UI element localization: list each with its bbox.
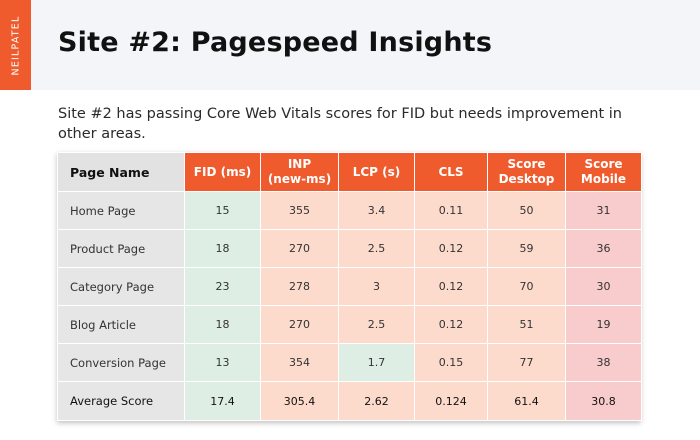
page-title: Site #2: Pagespeed Insights — [58, 27, 493, 58]
cell-cls: 0.11 — [414, 191, 488, 230]
cell-lcp: 3 — [338, 267, 415, 306]
cell-score-mobile: 38 — [565, 343, 642, 382]
cell-inp: 354 — [260, 343, 339, 382]
row-page-name: Category Page — [57, 267, 185, 306]
page-header: NEILPATEL Site #2: Pagespeed Insights — [0, 0, 700, 90]
cell-fid: 17.4 — [184, 381, 261, 421]
cell-score-desktop: 59 — [487, 229, 566, 268]
table-row: Category Page 23 278 3 0.12 70 30 — [57, 267, 642, 306]
pagespeed-table: Page Name FID (ms) INP (new-ms) LCP (s) … — [57, 152, 642, 421]
table-row: Product Page 18 270 2.5 0.12 59 36 — [57, 229, 642, 268]
cell-fid: 18 — [184, 305, 261, 344]
cell-cls: 0.12 — [414, 305, 488, 344]
average-row: Average Score 17.4 305.4 2.62 0.124 61.4… — [57, 381, 642, 421]
cell-score-desktop: 51 — [487, 305, 566, 344]
row-page-name: Blog Article — [57, 305, 185, 344]
cell-fid: 15 — [184, 191, 261, 230]
column-header-score-mobile: Score Mobile — [565, 152, 642, 192]
column-header-lcp: LCP (s) — [338, 152, 415, 192]
brand-tab: NEILPATEL — [0, 0, 31, 90]
column-header-page-name: Page Name — [57, 152, 185, 192]
cell-score-desktop: 50 — [487, 191, 566, 230]
cell-lcp: 2.62 — [338, 381, 415, 421]
cell-cls: 0.124 — [414, 381, 488, 421]
cell-inp: 305.4 — [260, 381, 339, 421]
cell-score-desktop: 77 — [487, 343, 566, 382]
page-subtitle: Site #2 has passing Core Web Vitals scor… — [58, 106, 622, 142]
cell-inp: 270 — [260, 305, 339, 344]
cell-score-desktop: 61.4 — [487, 381, 566, 421]
cell-lcp: 3.4 — [338, 191, 415, 230]
row-page-name: Conversion Page — [57, 343, 185, 382]
cell-lcp: 2.5 — [338, 305, 415, 344]
cell-inp: 278 — [260, 267, 339, 306]
cell-inp: 355 — [260, 191, 339, 230]
cell-score-mobile: 30 — [565, 267, 642, 306]
row-page-name: Product Page — [57, 229, 185, 268]
table-row: Conversion Page 13 354 1.7 0.15 77 38 — [57, 343, 642, 382]
table-row: Blog Article 18 270 2.5 0.12 51 19 — [57, 305, 642, 344]
cell-score-desktop: 70 — [487, 267, 566, 306]
column-header-inp: INP (new-ms) — [260, 152, 339, 192]
cell-lcp: 2.5 — [338, 229, 415, 268]
cell-fid: 18 — [184, 229, 261, 268]
cell-score-mobile: 36 — [565, 229, 642, 268]
cell-inp: 270 — [260, 229, 339, 268]
column-header-fid: FID (ms) — [184, 152, 261, 192]
cell-score-mobile: 30.8 — [565, 381, 642, 421]
cell-score-mobile: 31 — [565, 191, 642, 230]
table-row: Home Page 15 355 3.4 0.11 50 31 — [57, 191, 642, 230]
cell-score-mobile: 19 — [565, 305, 642, 344]
cell-cls: 0.12 — [414, 229, 488, 268]
brand-label: NEILPATEL — [10, 15, 22, 75]
row-page-name: Home Page — [57, 191, 185, 230]
cell-fid: 23 — [184, 267, 261, 306]
cell-cls: 0.15 — [414, 343, 488, 382]
cell-lcp: 1.7 — [338, 343, 415, 382]
cell-cls: 0.12 — [414, 267, 488, 306]
table-header-row: Page Name FID (ms) INP (new-ms) LCP (s) … — [57, 152, 642, 192]
row-page-name: Average Score — [57, 381, 185, 421]
cell-fid: 13 — [184, 343, 261, 382]
column-header-score-desktop: Score Desktop — [487, 152, 566, 192]
pagespeed-table-container: Page Name FID (ms) INP (new-ms) LCP (s) … — [57, 152, 642, 421]
column-header-cls: CLS — [414, 152, 488, 192]
